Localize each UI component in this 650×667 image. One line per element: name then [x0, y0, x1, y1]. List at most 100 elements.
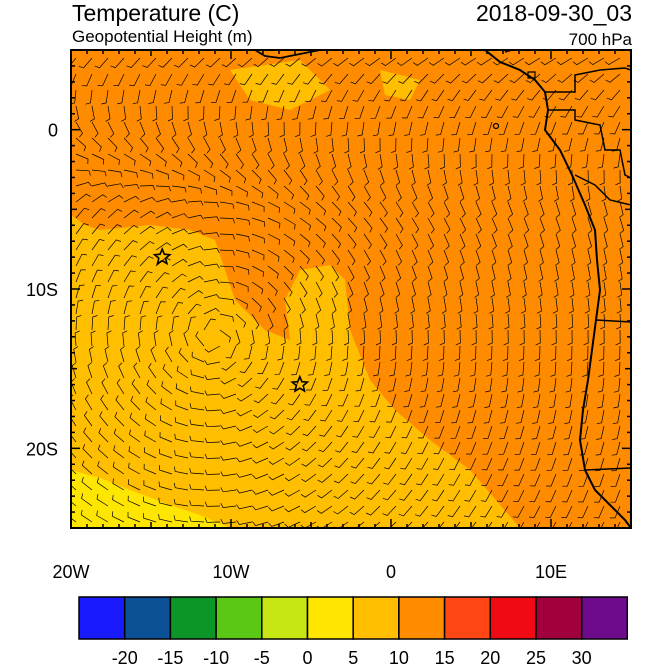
wind-barb: [340, 361, 349, 377]
wind-barb: [128, 446, 141, 459]
wind-barb: [600, 521, 605, 528]
wind-barb: [111, 511, 125, 523]
wind-barb: [142, 57, 157, 68]
wind-barb: [577, 121, 589, 135]
wind-barb: [299, 265, 309, 281]
wind-barb: [442, 281, 448, 298]
wind-barb: [251, 313, 260, 330]
wind-barb: [89, 105, 95, 122]
wind-barb: [285, 425, 301, 436]
wind-barb: [298, 137, 303, 154]
wind-barb: [431, 505, 445, 517]
wind-barb: [481, 105, 493, 118]
wind-barb: [139, 210, 156, 219]
wind-barb: [379, 185, 387, 202]
wind-barb: [176, 365, 189, 379]
wind-barb: [287, 393, 301, 406]
wind-barb: [546, 121, 557, 135]
wind-barb: [131, 379, 141, 395]
wind-barb: [316, 521, 333, 528]
wind-barb: [279, 121, 285, 138]
wind-barb: [519, 329, 525, 346]
wind-barb: [390, 137, 397, 154]
wind-barb: [118, 362, 125, 379]
wind-barb: [123, 300, 133, 315]
wind-barb: [187, 214, 204, 220]
wind-barb: [105, 105, 111, 122]
wind-barb: [144, 73, 157, 86]
wind-barb: [276, 105, 285, 120]
wind-barb: [107, 285, 118, 299]
wind-barb: [71, 362, 77, 379]
wind-barb: [187, 290, 203, 299]
wind-barb: [189, 516, 205, 523]
wind-barb: [171, 273, 187, 283]
wind-barb: [417, 425, 429, 439]
wind-barb: [91, 269, 103, 283]
wind-barb: [540, 57, 557, 66]
wind-barb: [253, 57, 269, 68]
axis-tick-labels: 20W 10W 0 10E 0 10S 20S: [26, 121, 567, 582]
wind-barb: [75, 207, 90, 219]
wind-barb: [107, 254, 121, 267]
wind-barb: [514, 121, 525, 135]
wind-barb: [363, 201, 373, 217]
wind-barb: [523, 201, 529, 218]
wind-barb: [143, 447, 157, 459]
wind-barb: [203, 185, 218, 195]
wind-barb: [424, 313, 430, 330]
wind-barb: [601, 265, 607, 282]
colorbar-label: -10: [203, 648, 229, 666]
wind-barb: [139, 256, 154, 267]
wind-barb: [548, 137, 557, 152]
wind-barb: [71, 451, 77, 459]
wind-barb: [394, 297, 400, 314]
wind-barb: [581, 377, 589, 393]
wind-barb: [455, 521, 461, 528]
wind-barb: [107, 300, 116, 315]
wind-barb: [415, 89, 429, 102]
wind-barb: [601, 185, 607, 202]
wind-barb: [75, 169, 91, 176]
wind-barb: [80, 509, 93, 523]
wind-barb: [204, 485, 221, 491]
wind-barb: [600, 297, 606, 314]
wind-barb: [427, 185, 434, 202]
wind-barb: [404, 377, 413, 392]
wind-barb: [267, 137, 273, 154]
colorbar-box: [78, 596, 126, 640]
wind-barb: [324, 361, 333, 376]
wind-barb: [497, 473, 509, 487]
wind-barb: [603, 201, 608, 218]
wind-barb: [71, 394, 77, 411]
wind-barb: [326, 121, 333, 137]
wind-barb: [326, 345, 333, 361]
wind-barb: [155, 315, 163, 331]
wind-barb: [399, 89, 413, 102]
wind-barb: [158, 465, 173, 475]
wind-barb: [285, 57, 301, 67]
wind-barb: [401, 105, 413, 119]
wind-barb: [350, 473, 365, 485]
wind-barb: [553, 185, 559, 202]
wind-barb: [123, 285, 135, 299]
wind-barb: [229, 105, 237, 121]
wind-barb: [427, 249, 434, 266]
star-marker: [290, 374, 310, 393]
wind-barb: [347, 265, 355, 282]
wind-barb: [422, 137, 429, 153]
wind-barb: [516, 137, 525, 152]
wind-barb: [98, 428, 109, 443]
wind-barb: [252, 441, 269, 449]
wind-barb: [435, 393, 445, 408]
wind-barb: [507, 217, 514, 234]
wind-barb: [539, 217, 545, 234]
wind-barb: [456, 313, 462, 330]
wind-barb: [361, 313, 367, 330]
wind-barb: [267, 217, 281, 229]
wind-barb: [328, 137, 334, 154]
wind-barb: [555, 217, 561, 234]
wind-barb: [347, 281, 354, 298]
wind-barb: [536, 313, 542, 330]
wind-barb: [148, 363, 157, 379]
